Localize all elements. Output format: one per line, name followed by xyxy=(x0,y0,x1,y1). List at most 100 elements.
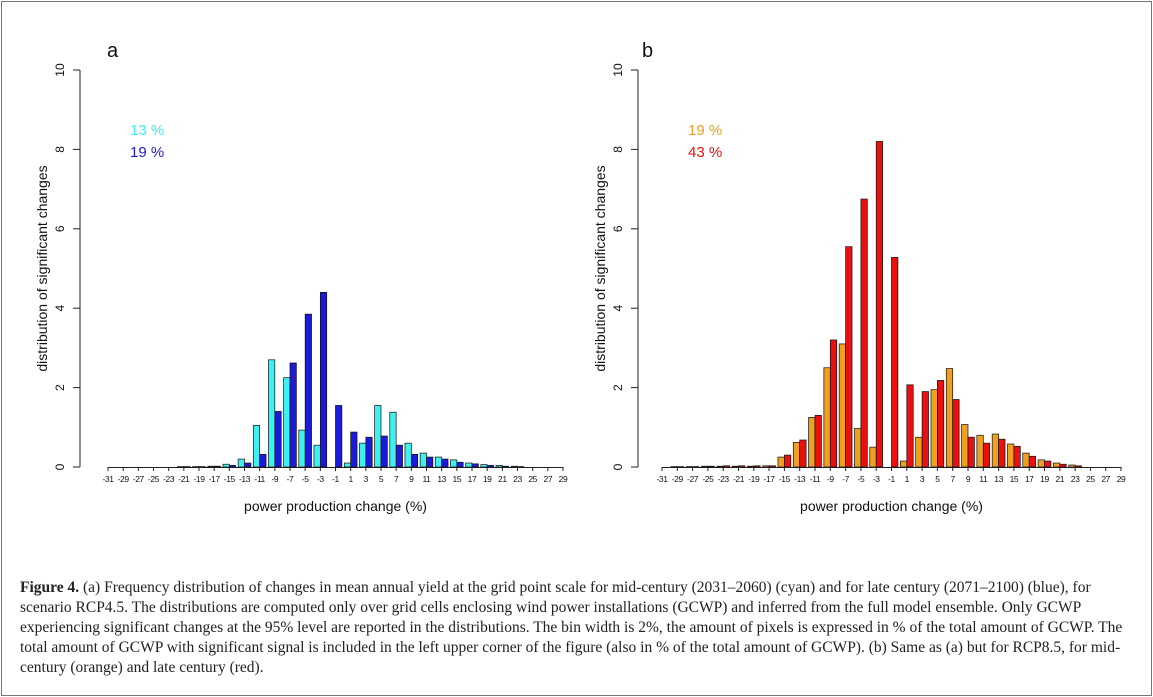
y-tick-label: 4 xyxy=(611,305,625,312)
x-tick-label: -29 xyxy=(118,474,130,484)
y-tick-label: 0 xyxy=(611,463,625,470)
bar xyxy=(952,399,960,468)
x-tick-label: 25 xyxy=(528,474,537,484)
x-tick-label: 27 xyxy=(544,474,553,484)
bar xyxy=(480,464,488,468)
bar xyxy=(410,453,419,468)
bar xyxy=(701,465,709,468)
bar xyxy=(207,465,215,468)
bar xyxy=(998,438,1006,468)
bar xyxy=(501,465,510,468)
bar xyxy=(365,436,373,468)
bar xyxy=(450,459,458,468)
y-tick-label: 8 xyxy=(611,146,625,153)
bar xyxy=(1059,463,1067,468)
bar xyxy=(838,343,846,468)
bar xyxy=(1044,460,1052,468)
panel-label: a xyxy=(107,40,119,62)
x-tick-label: 27 xyxy=(1101,474,1110,484)
x-tick-label: -15 xyxy=(224,474,236,484)
bar xyxy=(915,436,923,468)
x-tick-label: 9 xyxy=(409,474,414,484)
bar xyxy=(784,454,792,468)
bar xyxy=(921,391,929,468)
bar xyxy=(991,433,999,468)
x-tick-label: 7 xyxy=(394,474,399,484)
x-tick-label: -31 xyxy=(656,474,668,484)
bar xyxy=(792,442,801,468)
x-tick-label: -15 xyxy=(779,474,791,484)
bar xyxy=(777,456,785,468)
bar xyxy=(510,465,518,468)
bar xyxy=(829,339,838,468)
bar xyxy=(404,442,412,468)
x-tick-label: -7 xyxy=(287,474,294,484)
caption-text: (a) Frequency distribution of changes in… xyxy=(20,579,1123,676)
x-tick-label: -21 xyxy=(178,474,190,484)
bar xyxy=(1037,459,1045,468)
x-tick-label: 25 xyxy=(1086,474,1095,484)
y-tick-label: 8 xyxy=(53,146,67,153)
bar xyxy=(845,246,853,468)
bar xyxy=(319,291,328,468)
x-tick-label: -29 xyxy=(672,474,684,484)
bar xyxy=(1007,443,1015,468)
x-tick-label: -7 xyxy=(842,474,849,484)
caption-label: Figure 4. xyxy=(20,579,80,596)
bar xyxy=(753,465,761,468)
y-tick-label: 10 xyxy=(611,63,625,77)
bar xyxy=(350,431,358,468)
bar xyxy=(495,465,503,468)
bar xyxy=(237,458,245,468)
x-tick-label: -25 xyxy=(148,474,160,484)
y-tick-label: 2 xyxy=(611,384,625,391)
panel-label: b xyxy=(642,40,653,62)
bar xyxy=(471,463,479,468)
x-tick-label: 13 xyxy=(437,474,446,484)
bar xyxy=(716,465,724,468)
y-axis-label: distribution of significant changes xyxy=(34,165,50,371)
x-tick-label: 21 xyxy=(1055,474,1064,484)
x-tick-label: -17 xyxy=(764,474,776,484)
bar xyxy=(1022,452,1030,468)
x-tick-label: 29 xyxy=(1117,474,1126,484)
bar xyxy=(869,446,877,468)
bar xyxy=(1013,446,1021,468)
x-tick-label: -19 xyxy=(748,474,760,484)
x-tick-label: 17 xyxy=(1025,474,1034,484)
x-tick-label: 9 xyxy=(966,474,971,484)
annotation: 13 % xyxy=(130,122,164,139)
y-tick-label: 0 xyxy=(53,463,67,470)
x-tick-label: 7 xyxy=(951,474,956,484)
x-tick-label: -23 xyxy=(718,474,730,484)
x-tick-label: -1 xyxy=(888,474,895,484)
bar xyxy=(937,380,945,468)
bar xyxy=(343,462,352,468)
x-tick-label: -11 xyxy=(810,474,821,484)
y-axis-label: distribution of significant changes xyxy=(592,165,608,371)
x-tick-label: -5 xyxy=(858,474,865,484)
x-tick-label: -17 xyxy=(209,474,221,484)
caption: Figure 4. (a) Frequency distribution of … xyxy=(20,578,1130,678)
bar xyxy=(1053,462,1061,468)
bar xyxy=(313,444,321,468)
x-tick-label: 5 xyxy=(379,474,384,484)
x-tick-label: -13 xyxy=(794,474,806,484)
x-tick-label: 5 xyxy=(935,474,940,484)
bar xyxy=(747,465,755,468)
bar xyxy=(374,405,382,468)
y-tick-label: 10 xyxy=(53,63,67,77)
x-tick-label: -5 xyxy=(302,474,309,484)
bar xyxy=(213,465,221,468)
x-tick-label: 29 xyxy=(559,474,568,484)
x-tick-label: -3 xyxy=(317,474,324,484)
x-tick-label: 11 xyxy=(422,474,431,484)
bar xyxy=(465,462,473,468)
bar xyxy=(274,411,282,468)
bar xyxy=(380,435,388,468)
x-tick-label: -3 xyxy=(873,474,880,484)
bar xyxy=(768,465,776,468)
bar xyxy=(289,362,297,468)
